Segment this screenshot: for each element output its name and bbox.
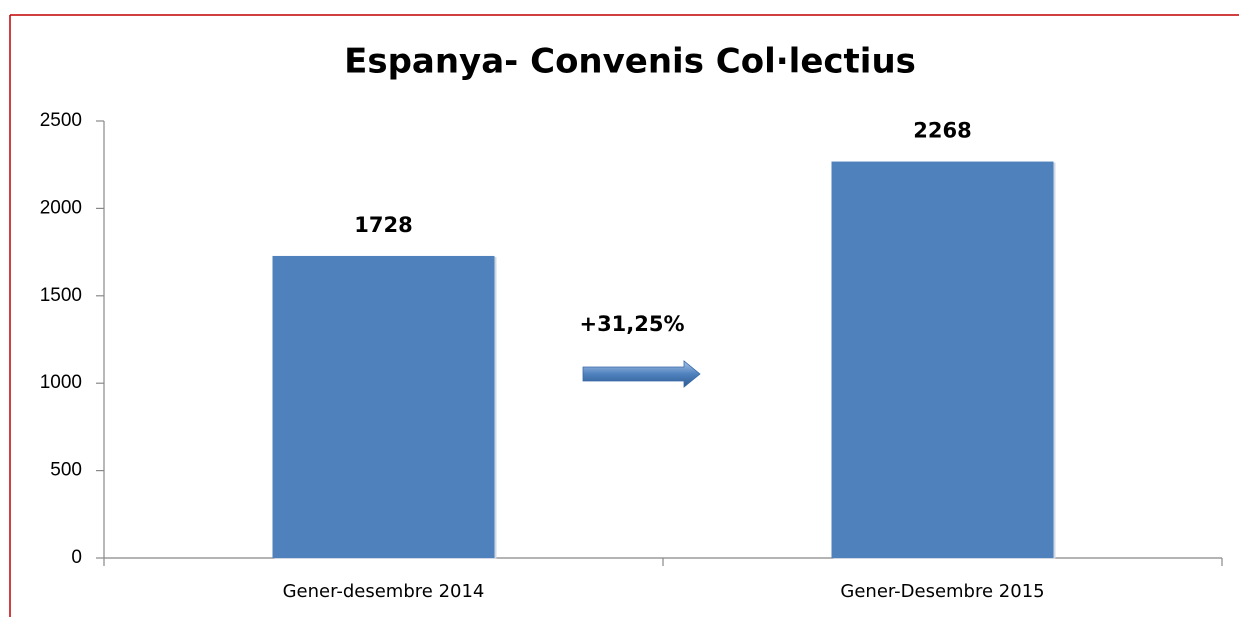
data-label: 2268 [913,119,971,143]
y-tick-label: 0 [71,547,82,568]
y-tick-label: 500 [50,460,82,481]
chart-title: Espanya- Convenis Col·lectius [344,42,916,82]
x-tick-label: Gener-desembre 2014 [283,581,485,602]
y-tick-label: 2500 [40,110,82,131]
x-tick-label: Gener-Desembre 2015 [840,581,1044,602]
bar [272,255,495,558]
y-tick-label: 2000 [40,197,82,218]
growth-arrow [582,360,701,388]
y-tick-label: 1500 [40,285,82,306]
annotation: +31,25% [579,312,684,336]
data-label: 1728 [354,213,412,237]
y-tick-label: 1000 [40,372,82,393]
bar [831,161,1054,559]
